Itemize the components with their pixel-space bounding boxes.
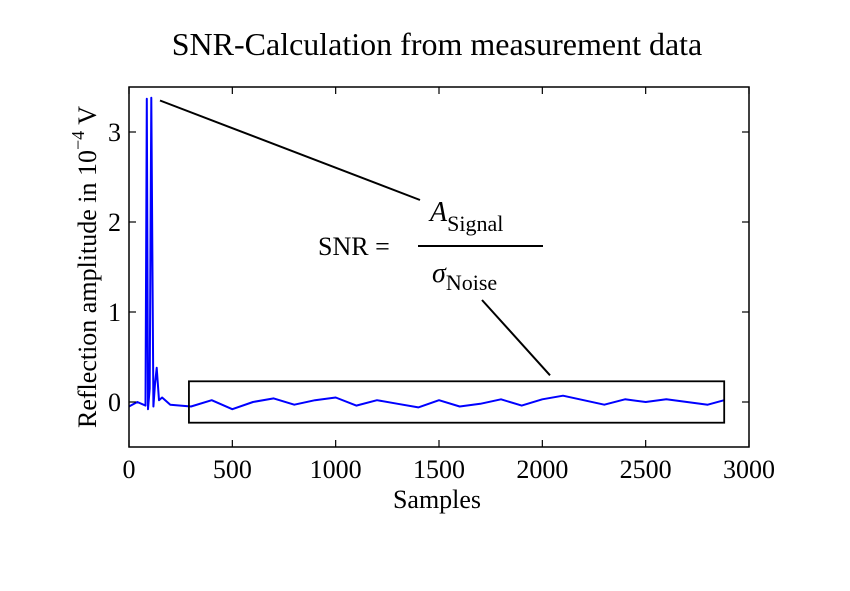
formula-numerator: ASignal <box>428 197 503 236</box>
chart-title: SNR-Calculation from measurement data <box>172 26 703 62</box>
y-axis-label: Reflection amplitude in 10−4 V <box>68 106 102 428</box>
x-tick-label: 0 <box>123 455 136 484</box>
y-tick-label: 1 <box>108 298 121 327</box>
series-line-0 <box>128 96 725 411</box>
tick-marks: 0 500 1000 1500 2000 2500 3000 0 1 2 3 <box>108 87 775 484</box>
formula-denominator: σNoise <box>432 258 497 295</box>
noise-region-box <box>188 380 726 424</box>
x-tick-label: 2500 <box>620 455 672 484</box>
formula-denominator-subscript: Noise <box>446 270 497 295</box>
x-tick-label: 3000 <box>723 455 775 484</box>
formula-lhs: SNR = <box>318 232 390 261</box>
formula-denominator-symbol: σ <box>432 258 447 289</box>
y-axis-label-unit: V <box>73 106 102 131</box>
snr-annotation: SNR = ASignal σNoise <box>159 99 726 424</box>
x-axis-label: Samples <box>393 485 481 514</box>
y-tick-label: 0 <box>108 388 121 417</box>
y-axis-label-text: Reflection amplitude in 10 <box>73 150 102 428</box>
x-tick-label: 1500 <box>413 455 465 484</box>
x-tick-label: 500 <box>213 455 252 484</box>
formula-numerator-symbol: A <box>428 197 448 228</box>
signal-pointer-line <box>159 99 421 201</box>
x-tick-label: 2000 <box>516 455 568 484</box>
x-tick-label: 1000 <box>310 455 362 484</box>
y-axis-label-exponent: −4 <box>68 131 88 150</box>
noise-pointer-line <box>481 299 551 376</box>
formula-numerator-subscript: Signal <box>447 211 503 236</box>
y-tick-label: 3 <box>108 118 121 147</box>
plot-area <box>128 96 725 411</box>
y-tick-label: 2 <box>108 208 121 237</box>
